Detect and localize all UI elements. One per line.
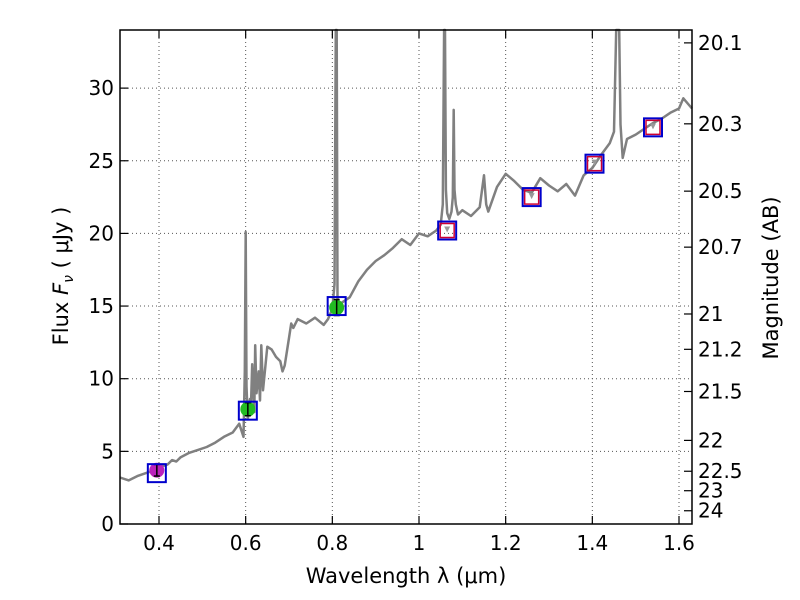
x-tick-label: 0.4: [143, 531, 175, 555]
x-tick-label: 1.4: [576, 531, 608, 555]
mag-tick-label: 21.2: [698, 337, 743, 361]
y-tick-label: 25: [89, 149, 114, 173]
y-tick-label: 10: [89, 367, 114, 391]
x-tick-label: 0.6: [230, 531, 262, 555]
model-photometry-square: [437, 220, 458, 241]
plot-frame: [119, 29, 693, 525]
upper-limit-marker: [523, 189, 540, 205]
y-tick-label: 0: [101, 512, 114, 536]
mag-tick-label: 20.3: [698, 112, 743, 136]
y-tick-label: 15: [89, 294, 114, 318]
y2-axis-title: Magnitude (AB): [759, 196, 783, 359]
x-tick-label: 1.2: [490, 531, 522, 555]
mag-tick-label: 20.5: [698, 179, 743, 203]
mag-tick-label: 23: [698, 479, 723, 503]
marker-layer: [146, 117, 663, 484]
y-axis-title-suffix: ( μJy ): [49, 207, 73, 275]
y-tick-label: 20: [89, 221, 114, 245]
model-photometry-square: [521, 187, 542, 208]
upper-limit-arrow: [591, 159, 598, 166]
upper-limit-marker: [586, 155, 603, 172]
mag-tick-label: 24: [698, 499, 723, 523]
y-axis-title-subscript: ν: [61, 275, 77, 283]
x-axis-title: Wavelength λ (μm): [306, 564, 507, 588]
y-tick-label: 30: [89, 76, 114, 100]
spectrum-layer: [119, 28, 693, 482]
model-photometry-square: [584, 153, 605, 174]
model-photometry-square: [326, 296, 347, 317]
upper-limit-arrow: [444, 226, 451, 233]
upper-limit-arrow: [650, 123, 656, 130]
upper-limit-marker: [439, 222, 455, 239]
model-photometry-square: [237, 400, 258, 421]
grid-layer: [120, 30, 692, 525]
y-tick-label: 5: [101, 439, 114, 463]
y-axis-title: Flux Fν ( μJy ): [49, 207, 77, 346]
mag-tick-label: 21.5: [698, 379, 743, 403]
x-tick-label: 0.8: [316, 531, 348, 555]
tick-layer: 0.4 0.6 0.8 1 1.2 1.4 1.6 0 5 10 15 20 25 30 20.1 20.3 2…: [89, 30, 743, 555]
upper-limit-marker: [645, 119, 661, 136]
mag-tick-label: 22: [698, 428, 723, 452]
model-photometry-square: [643, 117, 663, 138]
mag-tick-label: 22.5: [698, 459, 743, 483]
mag-tick-label: 20.1: [698, 31, 743, 55]
mag-tick-label: 20.7: [698, 235, 743, 259]
x-tick-label: 1: [413, 531, 426, 555]
frame-layer: [119, 29, 693, 525]
y-axis-title-symbol: F: [49, 282, 73, 295]
y-axis-title-prefix: Flux: [49, 295, 73, 345]
spectrum-line: [119, 28, 693, 482]
x-tick-label: 1.6: [663, 531, 695, 555]
upper-limit-arrow: [528, 193, 535, 200]
mag-tick-label: 21: [698, 302, 723, 326]
model-photometry-square: [146, 463, 167, 484]
